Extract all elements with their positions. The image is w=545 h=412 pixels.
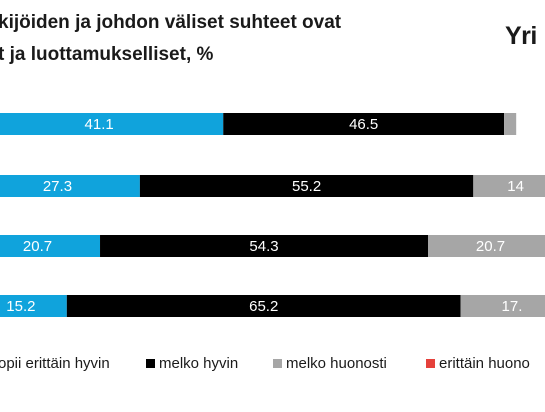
data-label-r2-s1: 27.3 (43, 178, 72, 195)
chart-title-line-2: t ja luottamukselliset, % (0, 44, 214, 65)
legend-label-4: erittäin huono (439, 355, 530, 372)
data-label-r2-s3: 14 (507, 178, 524, 195)
bar-segment-r1-s3 (504, 113, 517, 135)
data-label-r1-s2: 46.5 (349, 116, 378, 133)
bar-segment-r1-s2 (223, 113, 505, 135)
legend-label-3: melko huonosti (286, 355, 387, 372)
legend-label-1: opii erittäin hyvin (0, 355, 110, 372)
bar-segment-r4-s1 (0, 295, 67, 317)
bar-segment-r3-s1 (0, 235, 101, 257)
data-label-r3-s3: 20.7 (476, 238, 505, 255)
data-label-r3-s2: 54.3 (249, 238, 278, 255)
brand-logo: Yri (505, 22, 537, 50)
bar-segment-r3-s2 (100, 235, 428, 257)
legend-swatch-2 (146, 359, 155, 368)
data-label-r2-s2: 55.2 (292, 178, 321, 195)
legend-item-4: erittäin huono (426, 355, 530, 372)
bar-segment-r2-s1 (0, 175, 140, 197)
legend-label-2: melko hyvin (159, 355, 239, 372)
legend-swatch-4 (426, 359, 435, 368)
data-label-r3-s1: 20.7 (23, 238, 52, 255)
data-label-r4-s1: 15.2 (6, 298, 35, 315)
chart-legend: opii erittäin hyvin melko hyvin melko hu… (0, 355, 545, 372)
legend-item-3: melko huonosti (273, 355, 387, 372)
data-label-r4-s2: 65.2 (249, 298, 278, 315)
legend-item-1: opii erittäin hyvin (0, 355, 110, 372)
data-label-r1-s1: 41.1 (85, 116, 114, 133)
bar-segment-r3-s3 (428, 235, 545, 257)
legend-item-2: melko hyvin (146, 355, 238, 372)
bar-segment-r4-s2 (66, 295, 461, 317)
data-label-r4-s3: 17. (502, 298, 523, 315)
legend-swatch-3 (273, 359, 282, 368)
chart-title-line-1: kijöiden ja johdon väliset suhteet ovat (0, 12, 342, 33)
bar-segment-r4-s3 (460, 295, 545, 317)
bar-segment-r2-s2 (139, 175, 474, 197)
bar-segment-r1-s1 (0, 113, 224, 135)
bar-segment-r2-s3 (473, 175, 545, 197)
